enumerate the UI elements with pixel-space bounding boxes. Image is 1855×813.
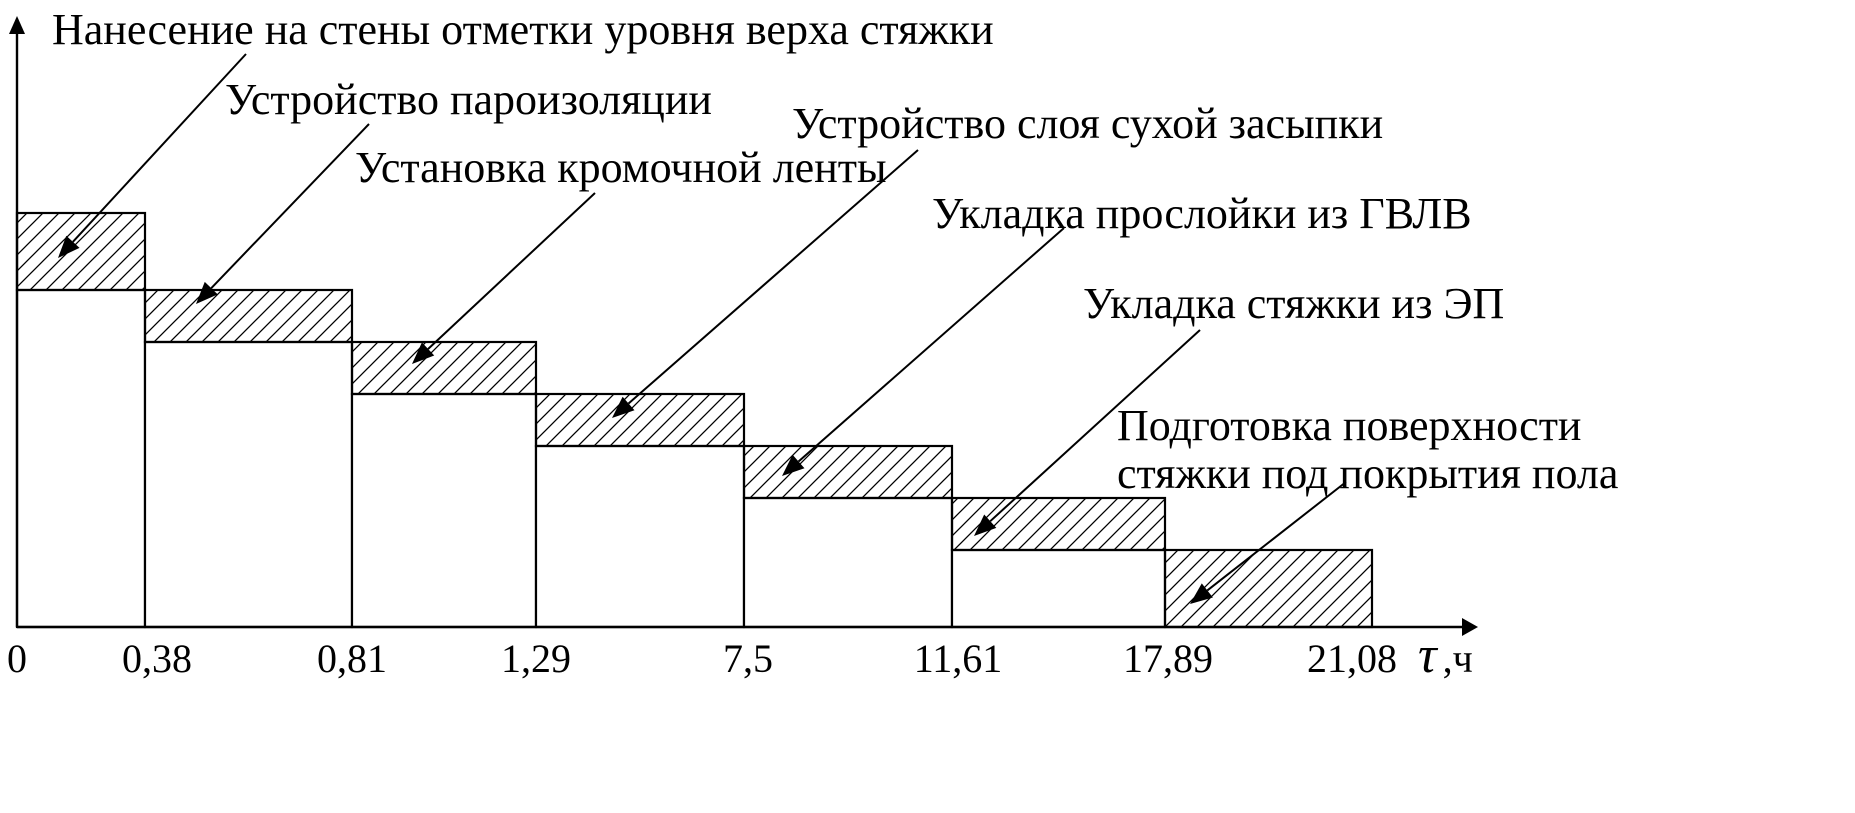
leader-line-2 — [210, 123, 370, 289]
arrowhead-icon — [974, 514, 997, 536]
x-tick-label: 0,38 — [122, 636, 192, 681]
axes — [9, 16, 1478, 636]
arrowhead-icon — [196, 281, 218, 304]
y-axis-arrow-icon — [9, 16, 25, 34]
x-tick-label: 1,29 — [501, 636, 571, 681]
x-tick-label: 17,89 — [1123, 636, 1213, 681]
column-5 — [742, 496, 954, 629]
x-axis-label: τ ,ч — [1418, 627, 1473, 684]
task-bars — [15, 211, 1374, 629]
leader-line-7 — [1206, 481, 1347, 592]
x-tick-label: 7,5 — [723, 636, 773, 681]
x-tick-label: 21,08 — [1307, 636, 1397, 681]
task-bar-7 — [1163, 548, 1374, 629]
x-axis-arrow-icon — [1462, 618, 1478, 636]
column-4 — [534, 444, 746, 629]
x-tick-label: 0,81 — [317, 636, 387, 681]
x-tick-label: 0 — [7, 636, 27, 681]
task-label-5: Укладка прослойки из ГВЛВ — [932, 189, 1472, 238]
arrowhead-icon — [612, 396, 635, 418]
leader-line-1 — [72, 53, 247, 243]
task-label-1: Нанесение на стены отметки уровня верха … — [52, 5, 994, 54]
column-3 — [350, 392, 538, 629]
x-tick-label: 11,61 — [914, 636, 1003, 681]
task-bar-4 — [534, 392, 746, 448]
task-label-7: Подготовка поверхности стяжки под покрыти… — [1117, 401, 1618, 498]
column-1 — [15, 288, 147, 629]
task-bar-2 — [143, 288, 354, 344]
leader-line-4 — [627, 149, 919, 405]
arrowhead-icon — [412, 342, 435, 364]
leader-arrows — [58, 53, 1347, 604]
leader-line-5 — [797, 227, 1065, 463]
task-label-6: Укладка стяжки из ЭП — [1083, 279, 1504, 328]
task-labels: Нанесение на стены отметки уровня верха … — [52, 5, 1618, 498]
tick-labels: 0 0,38 0,81 1,29 7,5 11,61 17,89 21,08 τ ,ч — [7, 627, 1473, 684]
leader-line-3 — [427, 192, 596, 350]
task-bar-3 — [350, 340, 538, 396]
task-label-3: Установка кромочной ленты — [355, 143, 887, 192]
task-bar-5 — [742, 444, 954, 500]
arrowhead-icon — [782, 454, 805, 476]
arrowhead-icon — [58, 235, 80, 258]
arrowhead-icon — [1190, 583, 1213, 604]
task-bar-1 — [15, 211, 147, 292]
leader-line-6 — [989, 329, 1201, 522]
task-label-2: Устройство пароизоляции — [225, 75, 712, 124]
task-label-4: Устройство слоя сухой засыпки — [792, 99, 1383, 148]
column-6 — [950, 548, 1167, 629]
column-2 — [143, 340, 354, 629]
